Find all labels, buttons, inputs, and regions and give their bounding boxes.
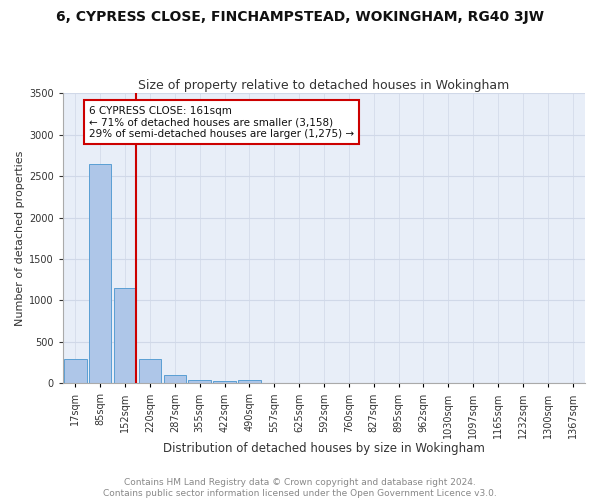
X-axis label: Distribution of detached houses by size in Wokingham: Distribution of detached houses by size … xyxy=(163,442,485,455)
Bar xyxy=(64,360,86,384)
Bar xyxy=(238,380,260,384)
Bar xyxy=(188,380,211,384)
Bar xyxy=(214,381,236,384)
Y-axis label: Number of detached properties: Number of detached properties xyxy=(15,150,25,326)
Text: 6 CYPRESS CLOSE: 161sqm
← 71% of detached houses are smaller (3,158)
29% of semi: 6 CYPRESS CLOSE: 161sqm ← 71% of detache… xyxy=(89,106,354,139)
Bar xyxy=(114,288,136,384)
Title: Size of property relative to detached houses in Wokingham: Size of property relative to detached ho… xyxy=(139,79,509,92)
Text: Contains HM Land Registry data © Crown copyright and database right 2024.
Contai: Contains HM Land Registry data © Crown c… xyxy=(103,478,497,498)
Text: 6, CYPRESS CLOSE, FINCHAMPSTEAD, WOKINGHAM, RG40 3JW: 6, CYPRESS CLOSE, FINCHAMPSTEAD, WOKINGH… xyxy=(56,10,544,24)
Bar xyxy=(139,359,161,384)
Bar xyxy=(89,164,112,384)
Bar xyxy=(164,374,186,384)
